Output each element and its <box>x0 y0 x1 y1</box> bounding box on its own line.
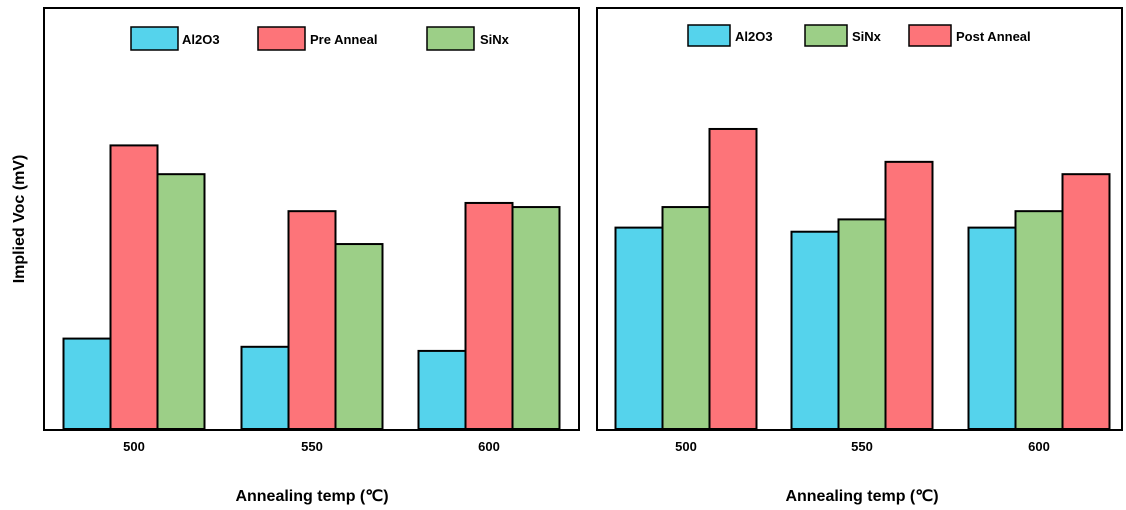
bar-al2o3-600 <box>417 349 467 430</box>
legend-swatch-sinx <box>426 26 475 51</box>
x-tick-right-600: 600 <box>1028 439 1050 454</box>
panel-right: Al2O3 SiNx Post Anneal 500 550 600 Annea… <box>596 7 1123 505</box>
bar-post-anneal-600 <box>1061 173 1111 430</box>
legend-label-sinx: SiNx <box>480 32 510 47</box>
bars-right <box>614 127 1111 430</box>
x-tick-left-500: 500 <box>123 439 145 454</box>
y-axis-title-left: Implied Voc (mV) <box>11 155 28 284</box>
bar-sinx-600 <box>511 206 561 430</box>
x-axis-title-left: Annealing temp (℃) <box>235 488 388 505</box>
x-axis-title-right: Annealing temp (℃) <box>785 488 938 505</box>
bar-al2o3-550 <box>790 230 840 430</box>
legend-swatch-pre-anneal <box>257 26 306 51</box>
legend-label-sinx-right: SiNx <box>852 29 882 44</box>
bar-post-anneal-550 <box>884 160 934 430</box>
bar-al2o3-550 <box>240 345 290 430</box>
bar-sinx-500 <box>156 173 206 430</box>
bar-sinx-550 <box>837 218 887 430</box>
legend-swatch-sinx-right <box>804 24 848 47</box>
legend-label-al2o3: Al2O3 <box>182 32 220 47</box>
x-tick-right-550: 550 <box>851 439 873 454</box>
legend-swatch-al2o3 <box>130 26 179 51</box>
legend-left: Al2O3 Pre Anneal SiNx <box>130 26 510 51</box>
x-tick-left-600: 600 <box>478 439 500 454</box>
legend-label-post-anneal: Post Anneal <box>956 29 1031 44</box>
bar-pre-anneal-550 <box>287 210 337 430</box>
x-tick-left-550: 550 <box>301 439 323 454</box>
legend-right: Al2O3 SiNx Post Anneal <box>687 24 1031 47</box>
bar-al2o3-500 <box>614 226 664 430</box>
bars-left <box>62 144 561 430</box>
bar-sinx-600 <box>1014 210 1064 430</box>
bar-pre-anneal-600 <box>464 201 514 430</box>
x-tick-right-500: 500 <box>675 439 697 454</box>
panel-left: Al2O3 Pre Anneal SiNx 500 550 600 Anneal… <box>11 7 580 505</box>
bar-sinx-500 <box>661 206 711 430</box>
legend-label-pre-anneal: Pre Anneal <box>310 32 377 47</box>
bar-pre-anneal-500 <box>109 144 159 430</box>
bar-sinx-550 <box>334 243 384 430</box>
legend-label-al2o3-right: Al2O3 <box>735 29 773 44</box>
bar-al2o3-600 <box>967 226 1017 430</box>
legend-swatch-post-anneal <box>908 24 952 47</box>
bar-al2o3-500 <box>62 337 112 430</box>
legend-swatch-al2o3-right <box>687 24 731 47</box>
bar-post-anneal-500 <box>708 127 758 430</box>
